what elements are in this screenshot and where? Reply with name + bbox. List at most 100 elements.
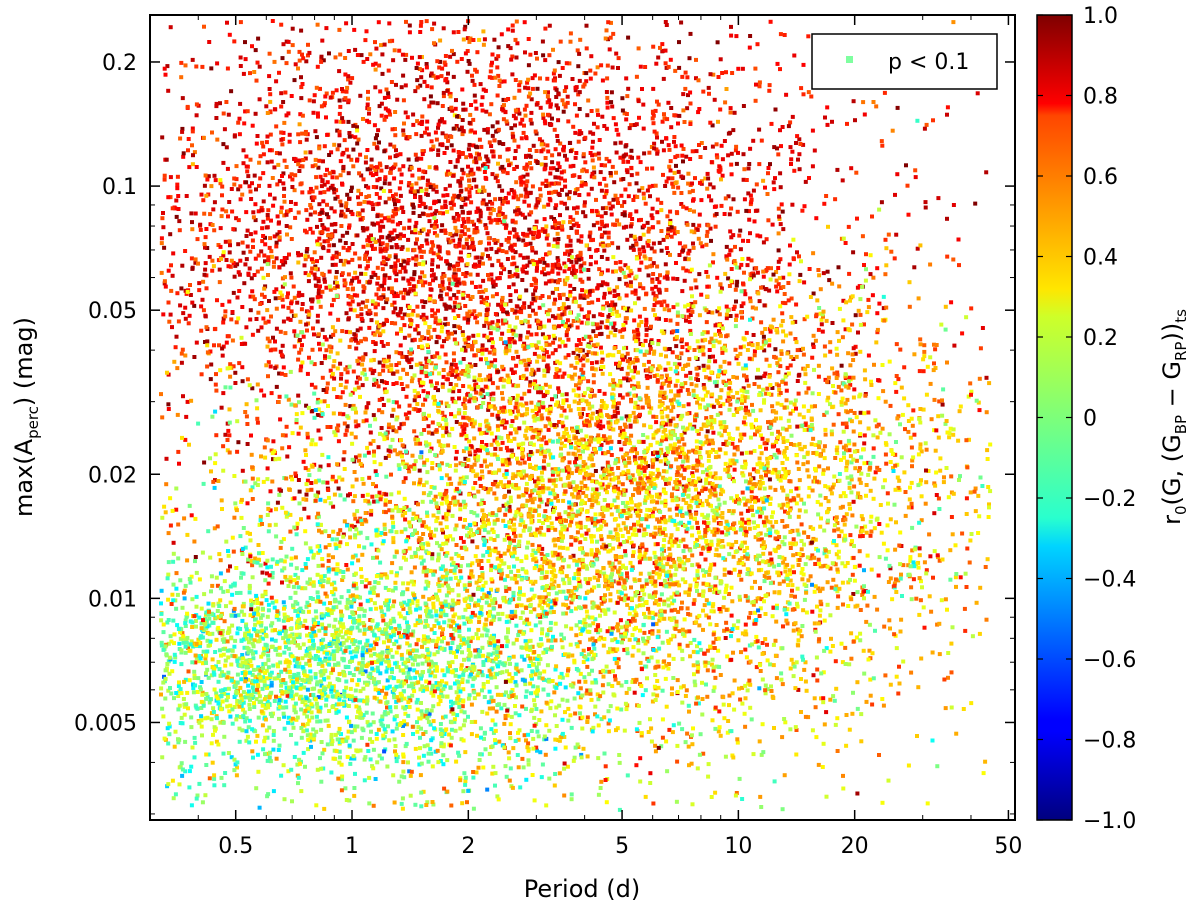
data-point: [956, 438, 961, 443]
data-point: [563, 153, 567, 158]
data-point: [485, 157, 490, 162]
data-point: [251, 294, 256, 299]
data-point: [599, 272, 604, 277]
data-point: [298, 140, 303, 145]
data-point: [554, 203, 559, 208]
data-point: [283, 433, 288, 438]
data-point: [404, 19, 408, 24]
data-point: [640, 186, 645, 191]
data-point: [864, 483, 869, 487]
data-point: [786, 281, 791, 285]
data-point: [496, 127, 501, 132]
data-point: [680, 153, 685, 158]
data-point: [646, 359, 651, 364]
data-point: [457, 194, 462, 198]
data-point: [562, 102, 566, 107]
data-point: [416, 331, 421, 336]
data-point: [357, 256, 362, 261]
data-point: [525, 179, 530, 184]
data-point: [855, 216, 859, 221]
data-point: [510, 396, 515, 400]
data-point: [507, 270, 512, 274]
data-point: [322, 279, 327, 284]
data-point: [300, 293, 305, 298]
data-point: [279, 259, 284, 264]
data-point: [401, 421, 406, 426]
data-point: [346, 98, 351, 103]
data-point: [788, 331, 793, 336]
data-point: [624, 224, 629, 229]
data-point: [589, 54, 594, 59]
data-point: [338, 258, 343, 263]
data-point: [286, 209, 291, 214]
data-point: [616, 132, 621, 137]
data-point: [425, 119, 430, 124]
data-point: [331, 170, 336, 175]
data-point: [493, 197, 498, 202]
data-point: [863, 278, 868, 283]
data-point: [288, 225, 293, 230]
data-point: [403, 57, 408, 62]
data-point: [221, 160, 226, 165]
data-point: [526, 203, 531, 208]
data-point: [318, 464, 323, 469]
data-point: [379, 113, 384, 118]
data-point: [575, 205, 580, 210]
data-point: [564, 333, 569, 338]
data-point: [493, 240, 498, 245]
data-point: [552, 68, 557, 73]
data-point: [583, 577, 588, 582]
data-point: [322, 144, 327, 149]
data-point: [579, 183, 584, 188]
data-point: [698, 241, 703, 246]
data-point: [456, 289, 461, 294]
data-point: [591, 165, 596, 170]
data-point: [162, 177, 167, 182]
data-point: [359, 271, 364, 276]
data-point: [443, 205, 448, 209]
data-point: [632, 334, 637, 339]
data-point: [345, 85, 350, 90]
data-point: [444, 259, 449, 264]
data-point: [464, 155, 469, 160]
data-point: [864, 252, 868, 257]
data-point: [248, 317, 253, 322]
data-point: [206, 174, 211, 179]
data-point: [275, 232, 280, 237]
data-point: [599, 331, 604, 336]
data-point: [678, 388, 683, 393]
data-point: [495, 220, 500, 225]
data-point: [858, 312, 863, 317]
data-point: [529, 332, 534, 337]
data-point: [567, 61, 572, 66]
data-point: [371, 413, 376, 418]
data-point: [176, 207, 181, 211]
data-point: [239, 342, 244, 346]
data-point: [398, 221, 403, 225]
data-point: [776, 231, 781, 236]
data-point: [575, 325, 580, 330]
data-point: [484, 226, 489, 231]
data-point: [454, 420, 459, 424]
data-point: [493, 75, 498, 80]
data-point: [529, 110, 534, 115]
data-point: [719, 203, 724, 208]
data-point: [163, 284, 168, 289]
data-point: [293, 201, 298, 206]
data-point: [599, 219, 604, 224]
data-point: [254, 141, 259, 146]
data-point: [374, 380, 379, 385]
data-point: [448, 296, 453, 301]
data-point: [566, 353, 571, 358]
data-point: [440, 275, 445, 280]
data-point: [588, 691, 593, 696]
data-point: [599, 163, 604, 168]
data-point: [357, 211, 362, 216]
data-point: [560, 312, 565, 317]
data-point: [780, 311, 785, 316]
data-point: [474, 184, 479, 189]
data-point: [337, 69, 342, 74]
data-point: [424, 238, 429, 243]
data-point: [633, 291, 638, 296]
data-point: [778, 286, 783, 290]
